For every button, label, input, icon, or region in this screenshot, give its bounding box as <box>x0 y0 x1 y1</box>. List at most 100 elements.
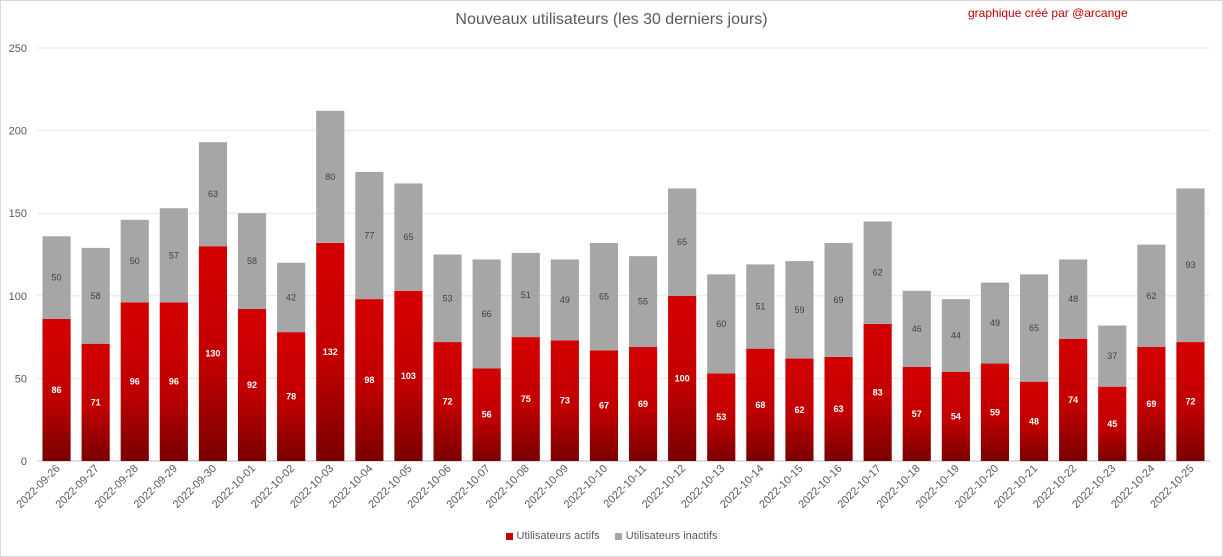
legend-item-inactive: Utilisateurs inactifs <box>614 530 717 542</box>
data-label-active: 73 <box>560 396 570 406</box>
bars: 86 50 71 58 96 50 96 57 130 63 92 58 78 42 132 80 98 77 10… <box>42 110 1205 461</box>
legend-label-active: Utilisateurs actifs <box>516 530 600 542</box>
bar-inactive <box>707 274 736 374</box>
data-label-active: 100 <box>675 373 690 383</box>
bar-active <box>81 343 110 461</box>
bar-active <box>824 356 853 461</box>
data-label-active: 96 <box>130 377 140 387</box>
bar-active <box>511 337 540 461</box>
data-label-inactive: 49 <box>990 318 1000 328</box>
bar-inactive <box>589 242 619 351</box>
bar-active <box>42 318 71 461</box>
data-label-inactive: 51 <box>755 302 765 312</box>
data-label-active: 74 <box>1068 395 1078 405</box>
gridlines <box>37 47 1210 462</box>
data-label-active: 68 <box>755 400 765 410</box>
data-label-active: 63 <box>834 404 844 414</box>
bar-active <box>1019 381 1049 461</box>
data-label-active: 59 <box>990 407 1000 417</box>
data-label-inactive: 44 <box>951 330 961 340</box>
data-label-active: 62 <box>794 405 804 415</box>
bar-active <box>707 373 736 461</box>
bar-inactive <box>355 171 384 300</box>
bar-inactive <box>120 219 149 303</box>
data-label-inactive: 48 <box>1068 294 1078 304</box>
bar-active <box>550 340 579 461</box>
y-tick-label: 250 <box>9 43 27 55</box>
bar-inactive <box>81 247 110 344</box>
bar-inactive <box>628 256 658 348</box>
chart-credit: graphique créé par @arcange <box>968 6 1128 20</box>
data-label-active: 69 <box>638 399 648 409</box>
bar-active <box>902 366 931 461</box>
y-axis: 0 50 100 150 200 250 <box>9 43 27 468</box>
data-label-inactive: 58 <box>247 256 257 266</box>
bar-active <box>1137 347 1166 461</box>
legend-swatch-active <box>505 532 513 540</box>
bar-active <box>120 302 149 461</box>
legend-swatch-inactive <box>614 532 622 540</box>
bar-inactive <box>42 236 71 319</box>
data-label-inactive: 50 <box>52 273 62 283</box>
y-tick-label: 200 <box>9 126 27 138</box>
y-tick-label: 150 <box>9 208 27 220</box>
bar-active <box>394 290 423 461</box>
bar-active <box>198 246 228 461</box>
data-label-inactive: 66 <box>482 309 492 319</box>
data-label-inactive: 80 <box>325 172 335 182</box>
bar-inactive <box>824 242 853 357</box>
bar-active <box>628 347 658 461</box>
data-label-active: 75 <box>521 394 531 404</box>
bar-inactive <box>1019 274 1049 382</box>
data-label-inactive: 53 <box>443 293 453 303</box>
bar-inactive <box>316 110 345 243</box>
data-label-active: 54 <box>951 411 961 421</box>
data-label-active: 48 <box>1029 416 1039 426</box>
bar-inactive <box>159 208 188 303</box>
legend: Utilisateurs actifs Utilisateurs inactif… <box>0 530 1223 542</box>
bar-inactive <box>785 261 814 359</box>
bar-active <box>159 302 188 461</box>
data-label-active: 53 <box>716 412 726 422</box>
bar-active <box>785 358 814 461</box>
data-label-inactive: 65 <box>403 232 413 242</box>
bar-inactive <box>746 264 775 349</box>
data-label-active: 98 <box>364 375 374 385</box>
bar-active <box>589 350 619 461</box>
data-label-inactive: 58 <box>91 291 101 301</box>
data-label-active: 71 <box>91 397 101 407</box>
y-tick-label: 0 <box>21 456 27 468</box>
data-label-inactive: 59 <box>794 305 804 315</box>
data-label-inactive: 60 <box>716 319 726 329</box>
data-label-inactive: 62 <box>1146 291 1156 301</box>
bar-inactive <box>433 254 462 343</box>
bar-active <box>277 332 306 461</box>
bar-active <box>1059 338 1088 461</box>
bar-inactive <box>511 252 540 338</box>
data-label-inactive: 51 <box>521 290 531 300</box>
bar-inactive <box>941 299 970 372</box>
data-label-active: 96 <box>169 377 179 387</box>
bar-active <box>1098 386 1127 461</box>
bar-inactive <box>1059 259 1088 339</box>
data-label-active: 67 <box>599 401 609 411</box>
bar-inactive <box>550 259 579 341</box>
data-label-inactive: 57 <box>169 250 179 260</box>
bar-inactive <box>980 282 1010 364</box>
data-label-inactive: 69 <box>834 295 844 305</box>
bar-inactive <box>1137 244 1166 348</box>
bar-active <box>237 309 267 461</box>
data-label-inactive: 65 <box>1029 323 1039 333</box>
data-label-active: 57 <box>912 409 922 419</box>
bar-inactive <box>394 183 423 291</box>
data-label-active: 86 <box>52 385 62 395</box>
y-tick-label: 50 <box>15 373 27 385</box>
data-label-active: 72 <box>443 397 453 407</box>
data-label-active: 45 <box>1107 419 1117 429</box>
bar-inactive <box>198 142 228 247</box>
bar-active <box>668 295 697 461</box>
bar-inactive <box>863 221 892 324</box>
data-label-active: 132 <box>323 347 338 357</box>
bar-active <box>980 363 1010 461</box>
